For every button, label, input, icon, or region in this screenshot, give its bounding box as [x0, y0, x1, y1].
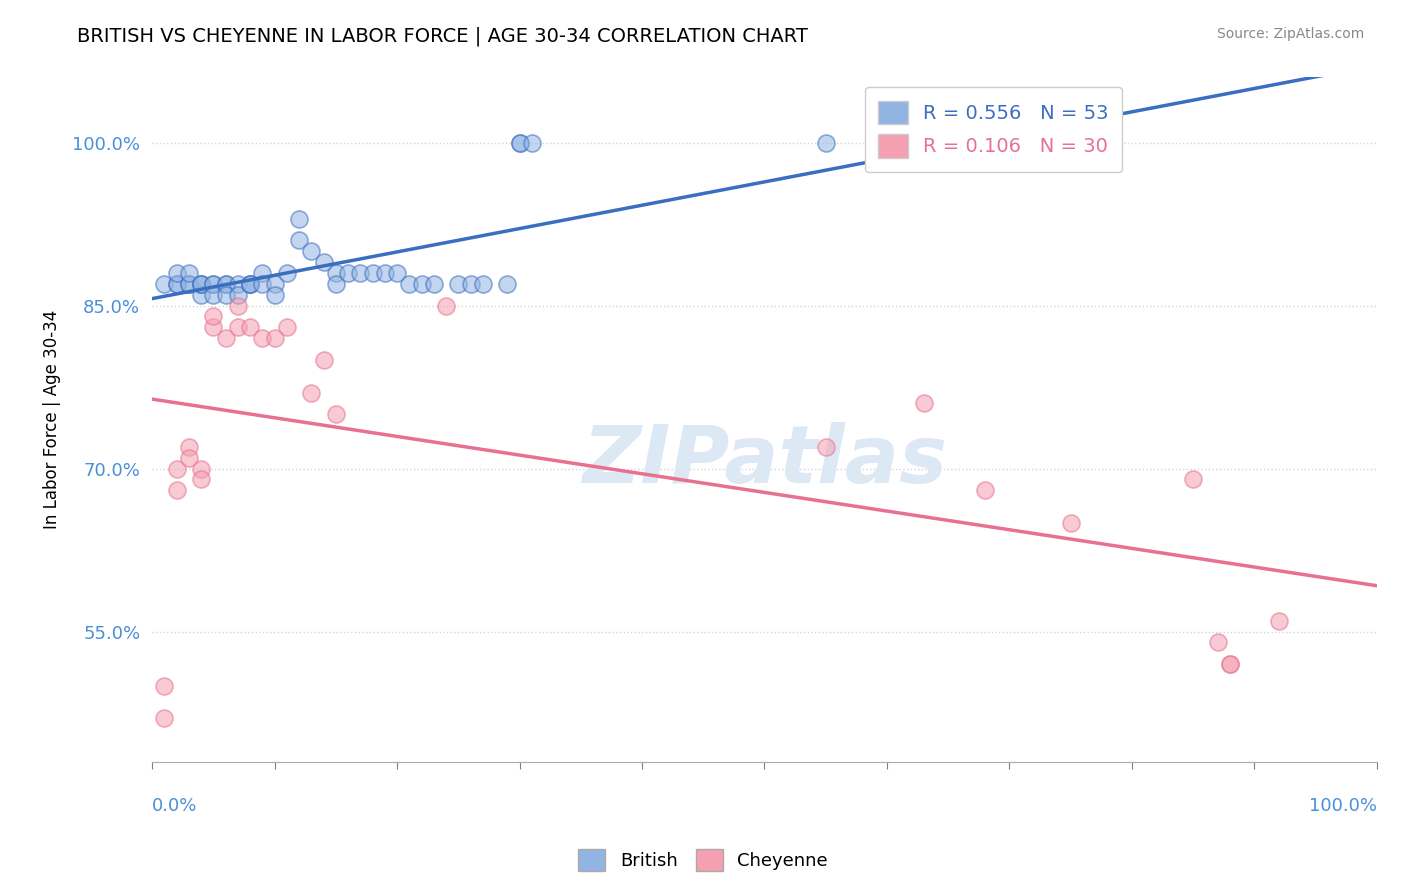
Point: [239, 277, 262, 291]
Point: [166, 277, 188, 291]
Point: [226, 277, 249, 291]
Point: [936, 136, 959, 150]
Point: [190, 461, 212, 475]
Point: [398, 277, 420, 291]
Point: [190, 277, 212, 291]
Point: [263, 331, 285, 345]
Point: [252, 277, 274, 291]
Point: [177, 450, 200, 465]
Point: [460, 277, 482, 291]
Point: [214, 277, 236, 291]
Point: [214, 287, 236, 301]
Point: [471, 277, 494, 291]
Legend: British, Cheyenne: British, Cheyenne: [571, 842, 835, 879]
Point: [912, 396, 935, 410]
Point: [998, 136, 1021, 150]
Point: [239, 320, 262, 334]
Point: [202, 320, 225, 334]
Point: [312, 353, 335, 368]
Point: [508, 136, 530, 150]
Point: [214, 277, 236, 291]
Point: [226, 320, 249, 334]
Legend: R = 0.556   N = 53, R = 0.106   N = 30: R = 0.556 N = 53, R = 0.106 N = 30: [865, 87, 1122, 171]
Point: [1268, 614, 1291, 628]
Text: Source: ZipAtlas.com: Source: ZipAtlas.com: [1216, 27, 1364, 41]
Point: [153, 679, 176, 693]
Point: [288, 211, 311, 226]
Point: [325, 266, 347, 280]
Point: [876, 136, 898, 150]
Point: [349, 266, 371, 280]
Point: [299, 244, 322, 259]
Point: [814, 440, 837, 454]
Point: [263, 287, 285, 301]
Point: [166, 461, 188, 475]
Point: [202, 287, 225, 301]
Point: [411, 277, 433, 291]
Point: [814, 136, 837, 150]
Point: [177, 277, 200, 291]
Point: [202, 310, 225, 324]
Text: ZIPatlas: ZIPatlas: [582, 422, 948, 500]
Text: 0.0%: 0.0%: [152, 797, 197, 814]
Point: [1060, 516, 1083, 530]
Point: [325, 407, 347, 421]
Point: [202, 277, 225, 291]
Point: [177, 266, 200, 280]
Point: [337, 266, 360, 280]
Point: [153, 711, 176, 725]
Point: [226, 299, 249, 313]
Point: [299, 385, 322, 400]
Point: [202, 277, 225, 291]
Point: [153, 277, 176, 291]
Text: BRITISH VS CHEYENNE IN LABOR FORCE | AGE 30-34 CORRELATION CHART: BRITISH VS CHEYENNE IN LABOR FORCE | AGE…: [77, 27, 808, 46]
Point: [166, 483, 188, 498]
Point: [312, 255, 335, 269]
Point: [325, 277, 347, 291]
Point: [214, 331, 236, 345]
Point: [276, 266, 298, 280]
Point: [177, 277, 200, 291]
Point: [974, 483, 997, 498]
Y-axis label: In Labor Force | Age 30-34: In Labor Force | Age 30-34: [44, 310, 60, 529]
Point: [252, 266, 274, 280]
Point: [226, 287, 249, 301]
Point: [374, 266, 396, 280]
Point: [166, 266, 188, 280]
Point: [190, 287, 212, 301]
Point: [496, 277, 519, 291]
Point: [252, 331, 274, 345]
Point: [263, 277, 285, 291]
Point: [276, 320, 298, 334]
Point: [288, 234, 311, 248]
Point: [166, 277, 188, 291]
Point: [1219, 657, 1241, 672]
Point: [447, 277, 470, 291]
Point: [385, 266, 408, 280]
Point: [239, 277, 262, 291]
Point: [423, 277, 446, 291]
Point: [190, 277, 212, 291]
Point: [190, 277, 212, 291]
Point: [1060, 136, 1083, 150]
Point: [520, 136, 543, 150]
Point: [361, 266, 384, 280]
Point: [190, 473, 212, 487]
Text: 100.0%: 100.0%: [1309, 797, 1376, 814]
Point: [1182, 473, 1205, 487]
Point: [434, 299, 457, 313]
Point: [177, 440, 200, 454]
Point: [239, 277, 262, 291]
Point: [508, 136, 530, 150]
Point: [1206, 635, 1229, 649]
Point: [1219, 657, 1241, 672]
